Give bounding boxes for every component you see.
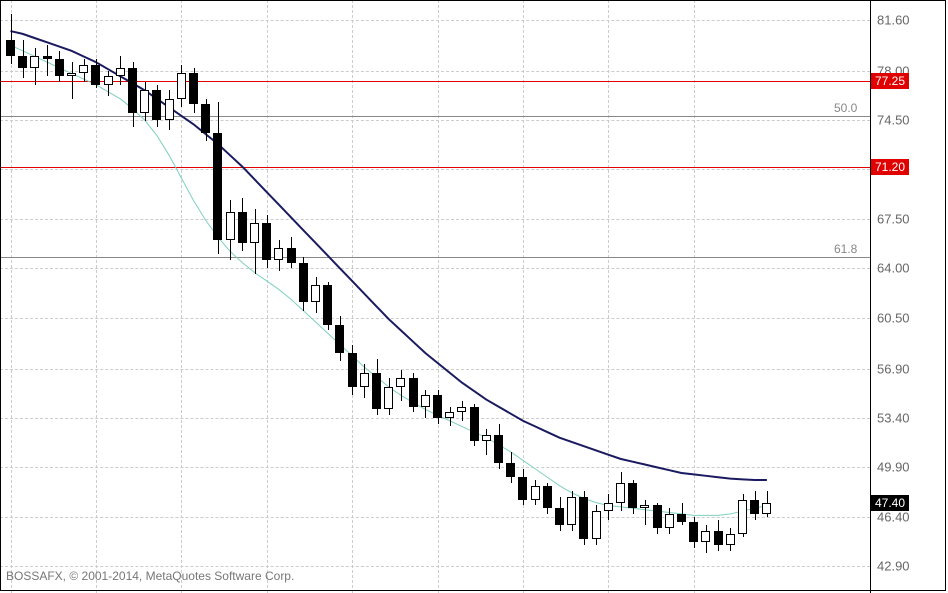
- candle-body: [396, 378, 405, 386]
- candle-body: [640, 505, 649, 508]
- candle-body: [677, 514, 686, 522]
- candle-body: [592, 511, 601, 539]
- candle-body: [653, 505, 662, 528]
- candle-body: [6, 40, 15, 57]
- candle-body: [628, 483, 637, 508]
- candle-body: [665, 514, 674, 528]
- candle-body: [714, 531, 723, 545]
- candle-body: [30, 56, 39, 67]
- candle-body: [506, 463, 515, 477]
- candle-body: [348, 353, 357, 387]
- candle-body: [518, 477, 527, 500]
- candle-body: [555, 508, 564, 525]
- candle-body: [543, 486, 552, 509]
- y-tick-label: 56.90: [877, 361, 910, 376]
- candle-body: [457, 407, 466, 413]
- candle-body: [299, 263, 308, 303]
- y-tick-label: 67.50: [877, 211, 910, 226]
- candle-body: [226, 212, 235, 240]
- candle-body: [79, 65, 88, 73]
- y-tick-label: 46.40: [877, 509, 910, 524]
- candle-body: [409, 378, 418, 406]
- y-tick-label: 49.90: [877, 460, 910, 475]
- candle-body: [67, 73, 76, 76]
- candle-wick: [47, 45, 48, 76]
- copyright-text: BOSSAFX, © 2001-2014, MetaQuotes Softwar…: [6, 569, 294, 583]
- y-tick-label: 81.60: [877, 12, 910, 27]
- candle-body: [323, 285, 332, 325]
- candle-body: [482, 435, 491, 441]
- chart-canvas[interactable]: 50.061.8: [0, 0, 871, 593]
- candle-body: [311, 285, 320, 302]
- candle-body: [140, 90, 149, 113]
- candle-wick: [486, 429, 487, 454]
- candle-body: [43, 56, 52, 59]
- candle-body: [55, 59, 64, 76]
- candle-body: [91, 65, 100, 85]
- candle-body: [421, 395, 430, 406]
- candle-body: [287, 248, 296, 262]
- candle-body: [213, 133, 222, 240]
- candle-body: [433, 395, 442, 418]
- candle-body: [116, 68, 125, 76]
- y-tick-label: 42.90: [877, 559, 910, 574]
- candle-body: [494, 435, 503, 463]
- y-tick-label: 74.50: [877, 113, 910, 128]
- candle-body: [604, 503, 613, 511]
- y-tick-label: 64.00: [877, 261, 910, 276]
- candle-body: [531, 486, 540, 500]
- candle-body: [567, 497, 576, 525]
- candle-body: [738, 500, 747, 534]
- candle-body: [384, 387, 393, 410]
- candle-body: [189, 73, 198, 104]
- candle-body: [762, 503, 771, 514]
- candle-body: [128, 68, 137, 113]
- candle-wick: [645, 500, 646, 525]
- price-label: 71.20: [871, 159, 909, 175]
- candle-body: [726, 534, 735, 545]
- candle-body: [689, 522, 698, 542]
- candle-body: [579, 497, 588, 539]
- y-tick-label: 53.40: [877, 410, 910, 425]
- candle-body: [104, 76, 113, 84]
- candle-body: [470, 407, 479, 441]
- candle-body: [701, 531, 710, 542]
- candle-body: [445, 412, 454, 418]
- candle-body: [238, 212, 247, 243]
- candle-body: [201, 104, 210, 132]
- candle-wick: [72, 62, 73, 99]
- candle-body: [750, 500, 759, 514]
- candle-body: [250, 223, 259, 243]
- candle-body: [262, 223, 271, 260]
- candle-body: [360, 373, 369, 387]
- candle-body: [177, 73, 186, 98]
- price-label: 77.25: [871, 73, 909, 89]
- price-label: 47.40: [871, 495, 909, 511]
- candle-body: [165, 99, 174, 120]
- y-tick-label: 60.50: [877, 310, 910, 325]
- candle-body: [616, 483, 625, 503]
- candle-body: [152, 90, 161, 120]
- candle-body: [335, 325, 344, 353]
- candle-body: [18, 56, 27, 67]
- candle-body: [274, 248, 283, 259]
- candle-body: [372, 373, 381, 410]
- y-axis: 81.6078.0074.5067.5064.0060.5056.9053.40…: [871, 0, 948, 593]
